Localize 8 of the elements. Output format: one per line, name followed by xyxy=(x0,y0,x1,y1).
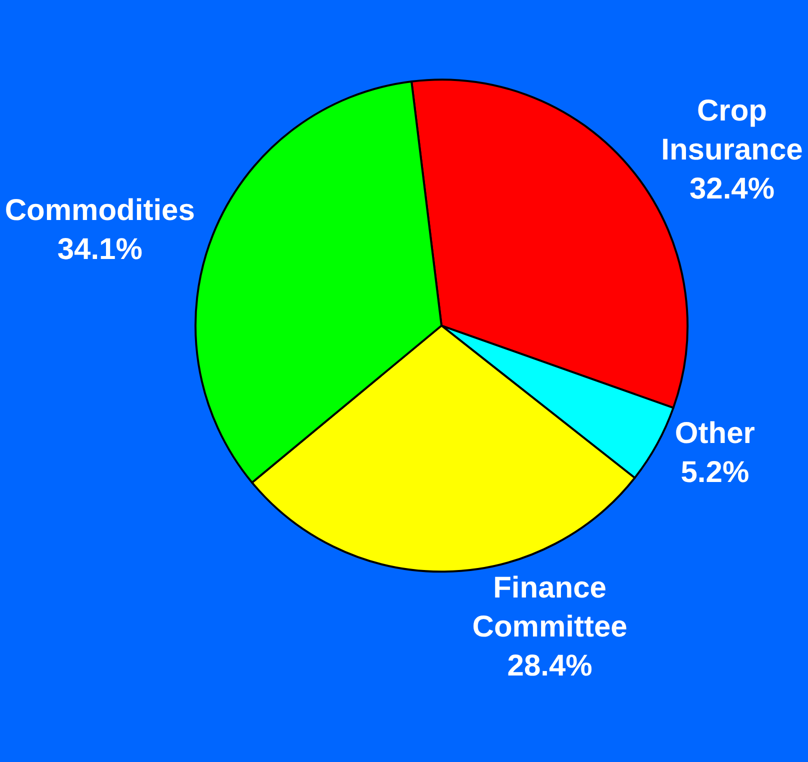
data-label: 34.1% xyxy=(57,232,142,266)
data-label: 28.4% xyxy=(507,650,592,683)
slice-label: Crop Insurance xyxy=(661,94,803,166)
slice-label: Other xyxy=(674,416,756,450)
slice-label: Finance Committee xyxy=(472,572,628,644)
data-label: 5.2% xyxy=(680,456,750,489)
data-label: 32.4% xyxy=(689,172,775,206)
slice-label: Commodities xyxy=(4,194,195,227)
